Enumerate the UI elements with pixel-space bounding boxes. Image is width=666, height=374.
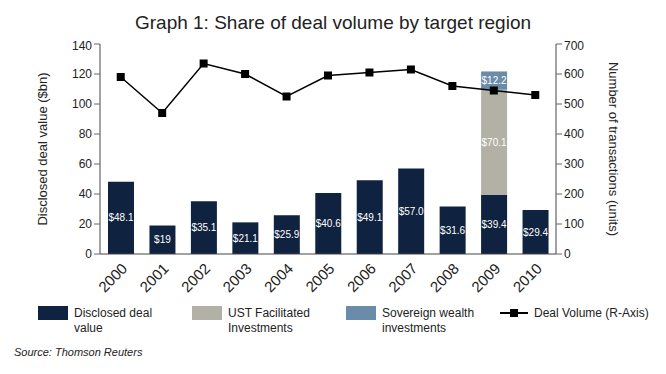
svg-text:500: 500 <box>564 97 584 111</box>
svg-text:$49.1: $49.1 <box>357 212 382 223</box>
svg-text:600: 600 <box>564 67 584 81</box>
html-text:Source: Thomson Reuters: Source: Thomson Reuters <box>14 346 143 358</box>
html-text:Sovereign wealth investments: Sovereign wealth investments <box>382 306 475 335</box>
svg-text:100: 100 <box>564 217 584 231</box>
svg-text:100: 100 <box>72 97 92 111</box>
svg-text:$70.1: $70.1 <box>482 137 507 148</box>
svg-text:140: 140 <box>72 39 92 53</box>
html-text:Deal Volume (R-Axis): Deal Volume (R-Axis) <box>534 306 649 320</box>
svg-text:$21.1: $21.1 <box>233 233 258 244</box>
svg-text:20: 20 <box>79 217 93 231</box>
svg-text:2008: 2008 <box>426 260 462 296</box>
svg-text:0: 0 <box>564 247 571 261</box>
svg-text:Disclosed deal value ($bn): Disclosed deal value ($bn) <box>35 72 50 225</box>
svg-text:2003: 2003 <box>219 260 255 296</box>
svg-text:2004: 2004 <box>261 260 297 296</box>
svg-text:$48.1: $48.1 <box>108 212 133 223</box>
svg-text:$40.6: $40.6 <box>316 218 341 229</box>
svg-text:200: 200 <box>564 187 584 201</box>
svg-text:$25.9: $25.9 <box>274 229 299 240</box>
svg-text:$31.6: $31.6 <box>440 225 465 236</box>
html-text:UST Facilitated Investments: UST Facilitated Investments <box>228 306 310 335</box>
svg-text:$19: $19 <box>154 234 171 245</box>
svg-text:2010: 2010 <box>509 260 545 296</box>
svg-text:Number of transactions (units): Number of transactions (units) <box>606 62 621 236</box>
svg-text:$39.4: $39.4 <box>482 219 507 230</box>
svg-text:2007: 2007 <box>385 260 421 296</box>
svg-text:2005: 2005 <box>302 260 338 296</box>
svg-text:300: 300 <box>564 157 584 171</box>
svg-text:80: 80 <box>79 127 93 141</box>
svg-text:2000: 2000 <box>95 260 131 296</box>
svg-text:400: 400 <box>564 127 584 141</box>
svg-text:2009: 2009 <box>468 260 504 296</box>
svg-text:60: 60 <box>79 157 93 171</box>
html-text:Disclosed deal value: Disclosed deal value <box>74 306 152 335</box>
svg-text:2001: 2001 <box>136 260 172 296</box>
svg-text:$29.4: $29.4 <box>523 227 548 238</box>
svg-text:$57.0: $57.0 <box>399 206 424 217</box>
svg-text:$12.2: $12.2 <box>482 75 507 86</box>
svg-text:2006: 2006 <box>343 260 379 296</box>
svg-text:40: 40 <box>79 187 93 201</box>
svg-text:0: 0 <box>85 247 92 261</box>
svg-text:2002: 2002 <box>178 260 214 296</box>
svg-text:120: 120 <box>72 67 92 81</box>
svg-text:700: 700 <box>564 39 584 53</box>
html-text:Graph 1: Share of deal volume: Graph 1: Share of deal volume by target … <box>135 12 531 33</box>
svg-text:$35.1: $35.1 <box>191 222 216 233</box>
